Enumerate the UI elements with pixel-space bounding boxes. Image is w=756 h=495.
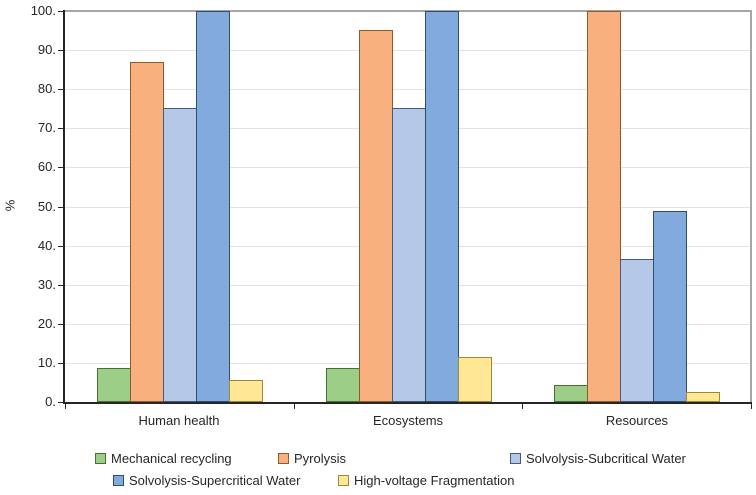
legend-item-pyrolysis: Pyrolysis bbox=[278, 451, 346, 466]
bar-high-voltage-fragmentation-ecosystems bbox=[457, 357, 492, 402]
plot-area bbox=[65, 11, 751, 402]
bar-solvolysis-subcritical-water-human-health bbox=[162, 108, 197, 402]
y-tick-label: 10. bbox=[37, 355, 56, 370]
legend-item-high-voltage-fragmentation: High-voltage Fragmentation bbox=[338, 473, 514, 488]
bar-pyrolysis-human-health bbox=[129, 62, 164, 402]
x-tick-mark bbox=[294, 404, 295, 409]
y-tick-label: 60. bbox=[37, 159, 56, 174]
y-tick-label: 90. bbox=[37, 42, 56, 57]
x-tick-mark bbox=[751, 404, 752, 409]
y-tick-mark bbox=[58, 207, 64, 208]
y-tick-mark bbox=[58, 11, 64, 12]
y-tick-mark bbox=[58, 324, 64, 325]
bar-high-voltage-fragmentation-resources bbox=[685, 392, 720, 402]
bar-mechanical-recycling-human-health bbox=[96, 368, 131, 402]
bar-solvolysis-supercritical-water-resources bbox=[652, 211, 687, 402]
bar-pyrolysis-resources bbox=[586, 11, 621, 402]
category-label-ecosystems: Ecosystems bbox=[372, 413, 444, 428]
bar-pyrolysis-ecosystems bbox=[358, 30, 393, 402]
y-tick-mark bbox=[58, 50, 64, 51]
legend-swatch-solvolysis-subcritical-water bbox=[510, 453, 521, 464]
plot-border-right bbox=[750, 10, 752, 403]
category-label-resources: Resources bbox=[605, 413, 669, 428]
legend-item-solvolysis-subcritical-water: Solvolysis-Subcritical Water bbox=[510, 451, 686, 466]
bar-group-ecosystems bbox=[294, 11, 523, 402]
bar-solvolysis-subcritical-water-resources bbox=[619, 259, 654, 402]
legend-swatch-solvolysis-supercritical-water bbox=[113, 475, 124, 486]
legend-label: High-voltage Fragmentation bbox=[354, 473, 515, 488]
x-tick-mark bbox=[65, 404, 66, 409]
bar-group-resources bbox=[522, 11, 751, 402]
y-tick-mark bbox=[58, 402, 64, 403]
gridline bbox=[65, 50, 751, 51]
y-tick-label: 40. bbox=[37, 238, 56, 253]
y-tick-label: 0. bbox=[45, 394, 56, 409]
gridline bbox=[65, 89, 751, 90]
legend-item-mechanical-recycling: Mechanical recycling bbox=[95, 451, 232, 466]
bar-mechanical-recycling-resources bbox=[553, 385, 588, 402]
y-tick-mark bbox=[58, 246, 64, 247]
y-tick-label: 50. bbox=[37, 199, 56, 214]
y-tick-label: 80. bbox=[37, 81, 56, 96]
legend-label: Solvolysis-Supercritical Water bbox=[129, 473, 301, 488]
category-label-human-health: Human health bbox=[138, 413, 220, 428]
legend-swatch-high-voltage-fragmentation bbox=[338, 475, 349, 486]
legend-swatch-mechanical-recycling bbox=[95, 453, 106, 464]
x-axis-line bbox=[63, 402, 752, 404]
y-tick-mark bbox=[58, 285, 64, 286]
y-tick-label: 100. bbox=[30, 3, 56, 18]
bar-group-human-health bbox=[65, 11, 294, 402]
legend-swatch-pyrolysis bbox=[278, 453, 289, 464]
bar-high-voltage-fragmentation-human-health bbox=[228, 380, 263, 402]
bar-solvolysis-supercritical-water-human-health bbox=[195, 11, 230, 402]
y-tick-label: 70. bbox=[37, 120, 56, 135]
y-tick-mark bbox=[58, 128, 64, 129]
legend-label: Pyrolysis bbox=[294, 451, 347, 466]
y-tick-label: 30. bbox=[37, 277, 56, 292]
legend-item-solvolysis-supercritical-water: Solvolysis-Supercritical Water bbox=[113, 473, 300, 488]
bar-solvolysis-supercritical-water-ecosystems bbox=[424, 11, 459, 402]
y-axis-line bbox=[63, 10, 65, 404]
y-tick-mark bbox=[58, 363, 64, 364]
bar-solvolysis-subcritical-water-ecosystems bbox=[391, 108, 426, 402]
legend-label: Solvolysis-Subcritical Water bbox=[526, 451, 686, 466]
y-tick-label: 20. bbox=[37, 316, 56, 331]
plot-border-top bbox=[65, 10, 752, 12]
y-tick-mark bbox=[58, 167, 64, 168]
x-tick-mark bbox=[522, 404, 523, 409]
y-tick-mark bbox=[58, 89, 64, 90]
legend-label: Mechanical recycling bbox=[111, 451, 232, 466]
bar-mechanical-recycling-ecosystems bbox=[325, 368, 360, 402]
